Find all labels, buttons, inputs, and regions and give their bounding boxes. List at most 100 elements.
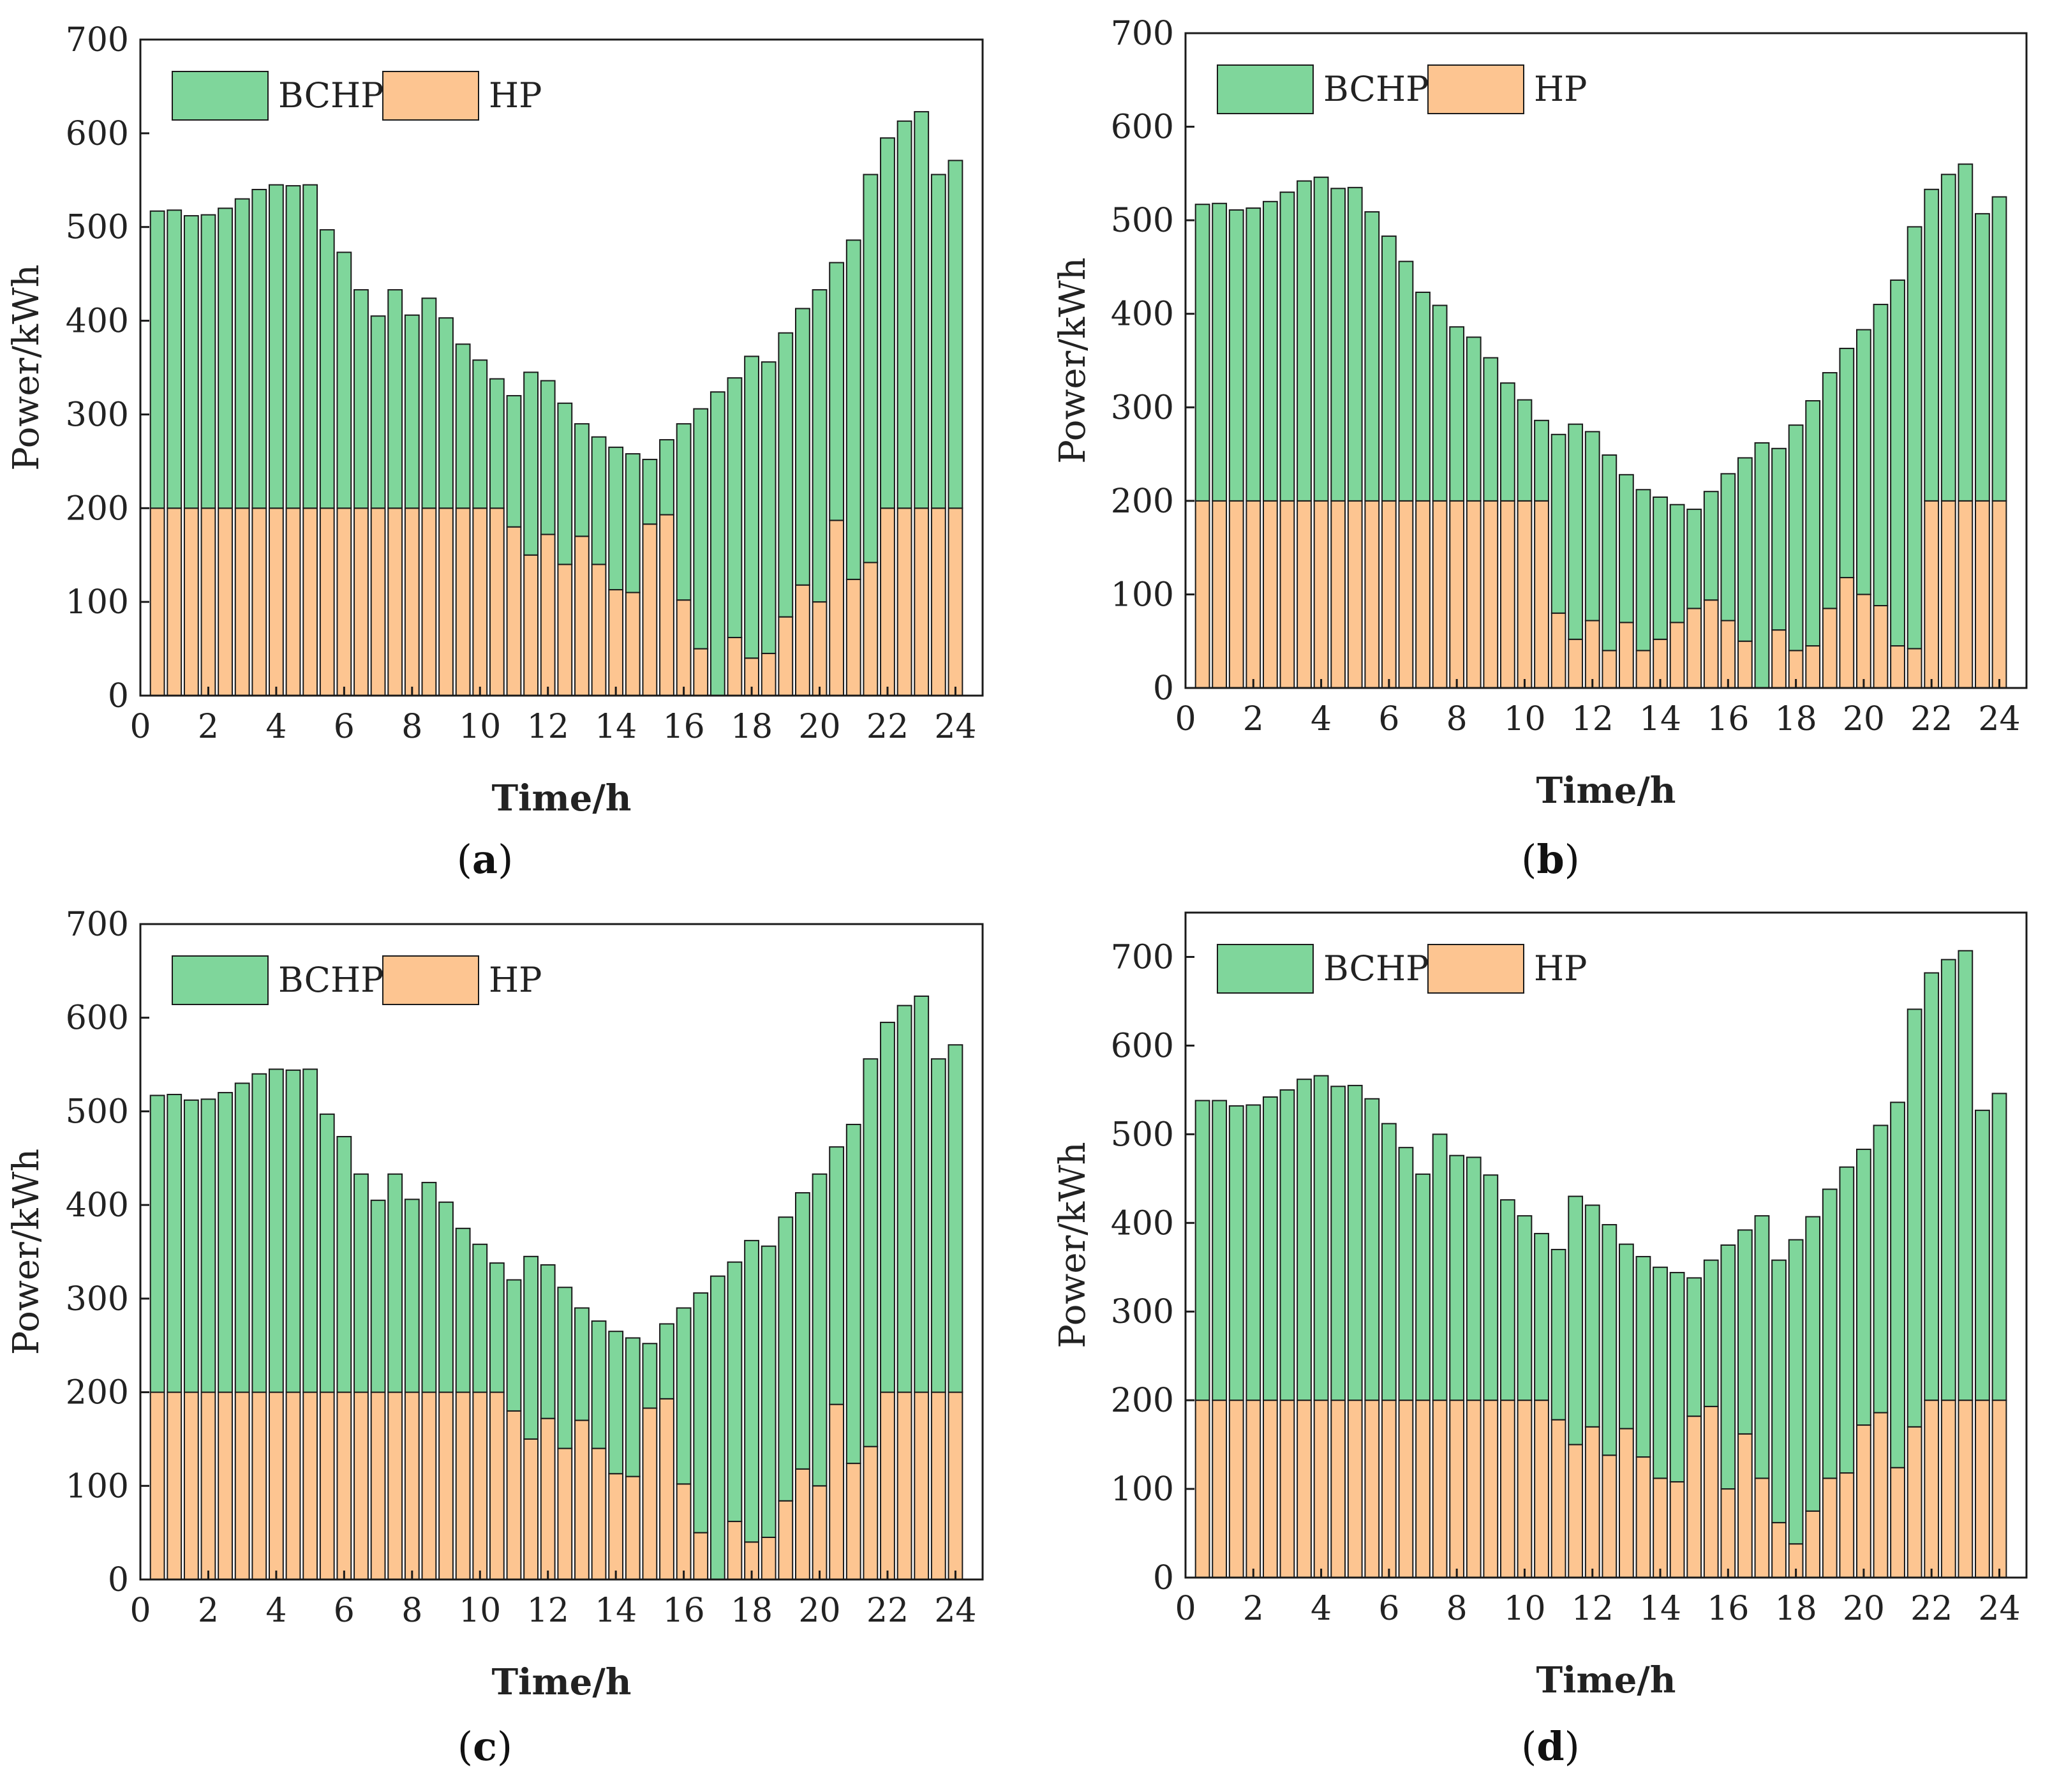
legend-label-hp-a: HP — [489, 75, 542, 116]
legend-swatch-hp-a — [382, 71, 479, 121]
bar-hp-c-5 — [234, 1391, 250, 1580]
bar-hp-a-32 — [693, 648, 709, 696]
bar-hp-a-25 — [574, 535, 590, 696]
bar-hp-b-23 — [1584, 620, 1600, 689]
bar-bchp-c-8 — [285, 1069, 301, 1393]
ytick-label-d-4: 400 — [1111, 1204, 1174, 1243]
bar-bchp-b-45 — [1958, 163, 1974, 502]
bar-bchp-b-31 — [1720, 473, 1736, 622]
bar-bchp-a-26 — [591, 436, 607, 565]
bar-bchp-a-40 — [829, 262, 845, 521]
bar-bchp-d-32 — [1737, 1229, 1753, 1435]
bar-hp-a-21 — [506, 526, 522, 697]
bar-bchp-d-5 — [1279, 1089, 1295, 1401]
xtick-label-a-0: 0 — [130, 708, 151, 746]
bar-bchp-d-1 — [1212, 1100, 1228, 1401]
bar-bchp-a-1 — [167, 209, 182, 509]
bar-hp-b-46 — [1975, 500, 1990, 689]
bar-bchp-a-43 — [880, 137, 895, 509]
bar-bchp-c-31 — [676, 1307, 692, 1485]
bar-hp-b-25 — [1618, 622, 1634, 689]
bar-hp-d-43 — [1924, 1400, 1940, 1579]
x-axis-label-d: Time/h — [1536, 1659, 1676, 1701]
bar-bchp-d-28 — [1669, 1272, 1685, 1482]
xtick-label-d-4: 8 — [1446, 1590, 1468, 1628]
bar-hp-b-12 — [1398, 500, 1414, 689]
bar-hp-c-45 — [914, 1391, 930, 1580]
bar-bchp-c-27 — [608, 1331, 624, 1475]
legend-label-hp-c: HP — [489, 960, 542, 1000]
bar-hp-b-26 — [1635, 650, 1651, 689]
bar-bchp-c-2 — [183, 1099, 199, 1393]
bar-hp-c-13 — [370, 1391, 386, 1580]
xtick-label-d-10: 20 — [1843, 1590, 1885, 1628]
bar-bchp-d-17 — [1483, 1174, 1499, 1401]
xtick-label-b-8: 16 — [1707, 700, 1749, 738]
xtick-label-a-10: 20 — [798, 708, 840, 746]
y-axis-label-d: Power/kWh — [1052, 1142, 1094, 1348]
bar-hp-c-26 — [591, 1447, 607, 1580]
bar-hp-d-45 — [1958, 1400, 1974, 1579]
xtick-label-b-9: 18 — [1775, 700, 1817, 738]
bar-hp-b-18 — [1499, 500, 1515, 689]
bar-bchp-a-3 — [200, 214, 216, 509]
bar-bchp-d-39 — [1856, 1148, 1871, 1426]
bar-bchp-a-18 — [455, 343, 471, 509]
bar-bchp-a-22 — [523, 371, 539, 556]
bar-hp-a-2 — [183, 507, 199, 696]
caption-b: (b) — [1521, 836, 1580, 883]
bar-hp-a-38 — [794, 584, 810, 696]
ytick-label-b-5: 500 — [1111, 202, 1174, 240]
bar-bchp-d-29 — [1686, 1277, 1702, 1417]
bar-bchp-d-22 — [1568, 1195, 1584, 1445]
bar-hp-a-6 — [251, 507, 267, 696]
bar-bchp-d-20 — [1534, 1232, 1549, 1401]
bar-hp-b-2 — [1228, 500, 1244, 689]
bar-hp-c-16 — [421, 1391, 437, 1580]
bar-hp-d-23 — [1584, 1426, 1600, 1579]
bar-bchp-a-30 — [659, 439, 674, 516]
xtick-label-a-1: 2 — [198, 708, 219, 746]
bar-hp-c-8 — [285, 1391, 301, 1580]
xtick-label-a-11: 22 — [866, 708, 909, 746]
bar-hp-d-15 — [1449, 1400, 1465, 1579]
bar-bchp-b-47 — [1991, 196, 2007, 502]
bar-bchp-c-44 — [896, 1004, 912, 1393]
bar-hp-c-37 — [778, 1500, 794, 1581]
bar-hp-c-4 — [218, 1391, 233, 1580]
bar-bchp-d-36 — [1805, 1216, 1821, 1512]
ytick-label-d-1: 100 — [1111, 1470, 1174, 1509]
legend-swatch-bchp-b — [1217, 64, 1314, 114]
bar-bchp-d-12 — [1398, 1147, 1414, 1401]
bar-bchp-a-8 — [285, 185, 301, 509]
bar-bchp-c-13 — [370, 1199, 386, 1393]
bar-hp-d-10 — [1364, 1400, 1380, 1579]
bar-hp-c-17 — [438, 1391, 454, 1580]
bar-bchp-b-32 — [1737, 457, 1753, 642]
bar-hp-b-22 — [1568, 638, 1584, 689]
ytick-label-b-7: 700 — [1111, 15, 1174, 53]
bar-hp-a-16 — [421, 507, 437, 696]
bar-bchp-c-46 — [930, 1058, 946, 1393]
bar-bchp-b-28 — [1669, 504, 1685, 623]
bar-hp-c-23 — [540, 1417, 556, 1580]
ytick-label-b-3: 300 — [1111, 389, 1174, 427]
bar-bchp-d-4 — [1262, 1096, 1278, 1401]
legend-swatch-hp-b — [1427, 64, 1524, 114]
bar-bchp-a-13 — [370, 315, 386, 509]
bar-hp-d-0 — [1194, 1400, 1210, 1579]
bar-bchp-d-10 — [1364, 1098, 1380, 1401]
bar-hp-a-4 — [218, 507, 233, 696]
bar-hp-c-40 — [829, 1403, 845, 1580]
bar-hp-c-18 — [455, 1391, 471, 1580]
bar-bchp-c-7 — [268, 1068, 284, 1393]
bar-hp-a-17 — [438, 507, 454, 696]
bar-hp-b-16 — [1466, 500, 1482, 689]
bar-bchp-a-45 — [914, 111, 930, 509]
legend-swatch-hp-c — [382, 955, 479, 1005]
bar-hp-b-6 — [1297, 500, 1312, 689]
bar-bchp-c-11 — [336, 1136, 352, 1393]
plot-frame-d — [1184, 911, 2028, 1579]
bar-bchp-b-35 — [1788, 424, 1804, 652]
